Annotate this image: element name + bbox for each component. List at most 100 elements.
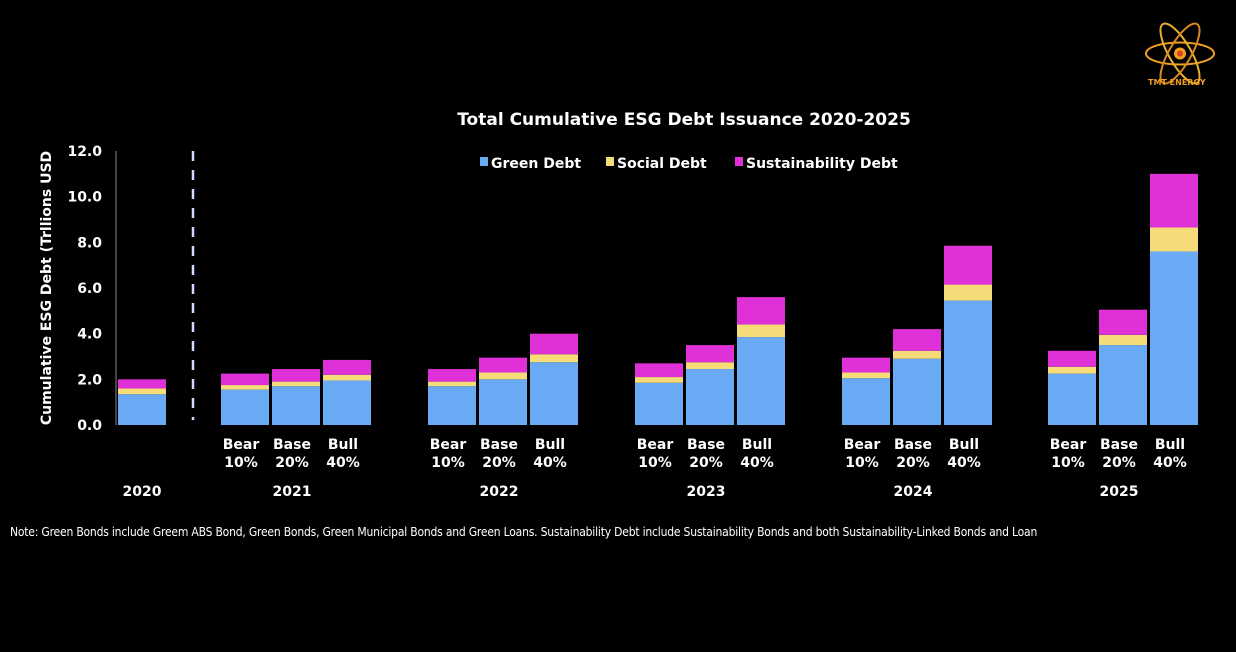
scenario-label: Bear [1050,437,1087,453]
bar-segment-green [944,300,992,425]
y-tick-label: 10.0 [67,190,102,206]
legend: Green Debt Social Debt Sustainability Debt [480,156,898,172]
bar-segment-green [323,380,371,425]
bar-segment-green [118,394,166,425]
y-tick-label: 2.0 [77,372,102,388]
scenario-pct-label: 20% [275,455,309,471]
bar-segment-sustainability [737,297,785,325]
bar-segment-sustainability [428,369,476,382]
bar-segment-green [530,362,578,425]
scenario-pct-label: 20% [1102,455,1136,471]
scenario-pct-label: 10% [431,455,465,471]
scenario-label: Base [894,437,932,453]
legend-swatch-green [480,157,488,166]
bar-segment-green [842,378,890,425]
scenario-pct-label: 10% [1051,455,1085,471]
scenario-label: Bull [535,437,565,453]
scenario-label: Bull [328,437,358,453]
bar-segment-sustainability [1048,350,1096,367]
scenario-label: Base [1100,437,1138,453]
bar-segment-social [323,374,371,381]
bar-2025-base [1099,309,1147,425]
year-label: 2024 [894,484,933,500]
scenario-pct-label: 40% [326,455,360,471]
bar-segment-social [686,362,734,370]
bar-2021-bear [221,373,269,425]
year-label: 2022 [480,484,519,500]
scenario-label: Base [480,437,518,453]
bar-segment-social [1099,334,1147,346]
legend-swatch-social [606,157,614,166]
bar-2020 [118,379,166,425]
logo-text: TMT ENERGY [1148,78,1206,87]
bar-segment-green [428,386,476,425]
footnote: Note: Green Bonds include Greem ABS Bond… [10,525,1038,539]
y-tick-label: 6.0 [77,281,102,297]
y-ticks: 0.0 2.0 4.0 6.0 8.0 10.0 12.0 [67,144,102,434]
scenario-label: Base [687,437,725,453]
scenario-label: Bear [844,437,881,453]
year-label: 2025 [1100,484,1139,500]
bar-segment-sustainability [323,359,371,375]
bar-segment-social [530,354,578,363]
bar-segment-social [428,381,476,387]
year-label: 2021 [273,484,312,500]
tmt-energy-logo [1145,22,1215,85]
bar-2023-bear [635,363,683,425]
y-tick-label: 4.0 [77,327,102,343]
bar-segment-green [1099,345,1147,425]
bar-2022-bull [530,333,578,425]
scenario-pct-label: 40% [740,455,774,471]
scenario-label: Bull [742,437,772,453]
legend-label-green: Green Debt [491,156,581,172]
bar-segment-green [686,369,734,425]
bar-segment-social [635,377,683,383]
bar-segment-sustainability [479,357,527,373]
bar-2021-bull [323,359,371,425]
bar-2023-bull [737,297,785,425]
bar-segment-social [737,324,785,338]
bar-2024-base [893,329,941,425]
bar-segment-sustainability [842,357,890,373]
bar-segment-sustainability [686,345,734,363]
scenario-pct-label: 20% [482,455,516,471]
y-axis-label: Cumulative ESG Debt (Trllions USD [39,151,55,425]
bar-2021-base [272,369,320,425]
scenario-label: Bull [1155,437,1185,453]
bar-2024-bull [944,245,992,425]
year-label: 2020 [123,484,162,500]
scenario-label: Bear [430,437,467,453]
scenario-pct-label: 20% [896,455,930,471]
bar-2025-bear [1048,350,1096,425]
bar-segment-green [1048,373,1096,425]
chart-title: Total Cumulative ESG Debt Issuance 2020-… [457,110,911,130]
bar-segment-social [944,284,992,301]
bar-segment-sustainability [272,369,320,382]
bar-2022-base [479,357,527,425]
bar-segment-green [1150,251,1198,425]
bar-segment-social [272,381,320,387]
y-tick-label: 0.0 [77,418,102,434]
bar-segment-sustainability [1150,173,1198,228]
bar-segment-social [479,372,527,380]
bar-segment-sustainability [1099,309,1147,335]
bar-segment-green [893,358,941,425]
bar-segment-social [842,372,890,379]
bar-segment-green [221,389,269,425]
scenario-label: Bear [637,437,674,453]
scenario-label: Base [273,437,311,453]
scenario-label: Bear [223,437,260,453]
bar-segment-sustainability [530,333,578,355]
bar-segment-green [272,386,320,425]
bar-segment-green [479,379,527,425]
legend-label-sustainability: Sustainability Debt [746,156,898,172]
bars [118,173,1198,425]
scenario-pct-label: 10% [845,455,879,471]
bar-2024-bear [842,357,890,425]
bar-2023-base [686,345,734,425]
bar-segment-sustainability [893,329,941,351]
bar-segment-social [893,350,941,359]
y-tick-label: 8.0 [77,235,102,251]
scenario-pct-label: 40% [533,455,567,471]
